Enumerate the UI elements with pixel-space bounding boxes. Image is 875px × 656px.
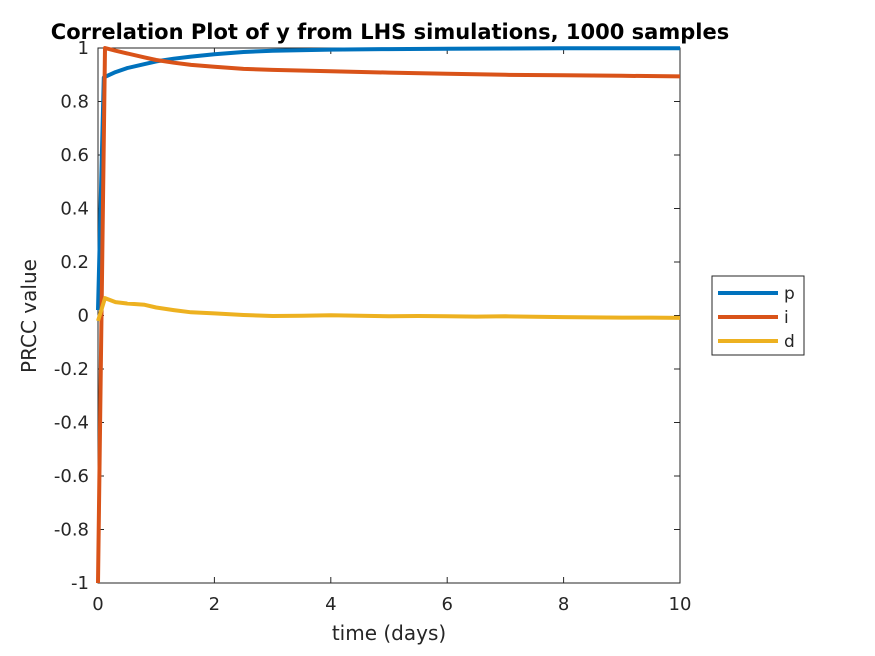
series-line-p [96, 46, 680, 311]
legend: pid [711, 275, 805, 356]
chart-title: Correlation Plot of y from LHS simulatio… [51, 20, 729, 44]
y-tick-label: 0.8 [60, 92, 89, 113]
y-tick-label: 0.4 [60, 199, 89, 220]
axis-ticks: 0 2 4 6 8 10 -1 -0.8 -0.6 -0.4 -0.2 0 0.2 0.4 0.6 0.8 1 [54, 38, 692, 615]
x-tick-label: 10 [669, 594, 692, 615]
y-tick-label: -1 [71, 573, 89, 594]
x-tick-label: 2 [209, 594, 220, 615]
legend-label-d: d [784, 332, 795, 352]
x-tick-label: 6 [441, 594, 452, 615]
series-lines [96, 46, 681, 584]
y-tick-label: -0.2 [54, 359, 89, 380]
y-tick-label: 1 [78, 38, 89, 59]
x-tick-label: 8 [558, 594, 569, 615]
y-tick-label: 0 [78, 306, 89, 327]
y-tick-label: 0.2 [60, 252, 89, 273]
series-line-i [96, 46, 681, 584]
y-axis-label: PRCC value [17, 259, 41, 373]
x-axis-label: time (days) [332, 621, 446, 645]
y-tick-label: -0.4 [54, 413, 89, 434]
y-tick-label: -0.8 [54, 520, 89, 541]
series-line-d [96, 296, 681, 322]
y-tick-label: 0.6 [60, 145, 89, 166]
legend-label-i: i [784, 308, 789, 328]
x-tick-label: 0 [92, 594, 103, 615]
y-tick-label: -0.6 [54, 466, 89, 487]
legend-label-p: p [784, 284, 795, 304]
x-tick-label: 4 [325, 594, 336, 615]
